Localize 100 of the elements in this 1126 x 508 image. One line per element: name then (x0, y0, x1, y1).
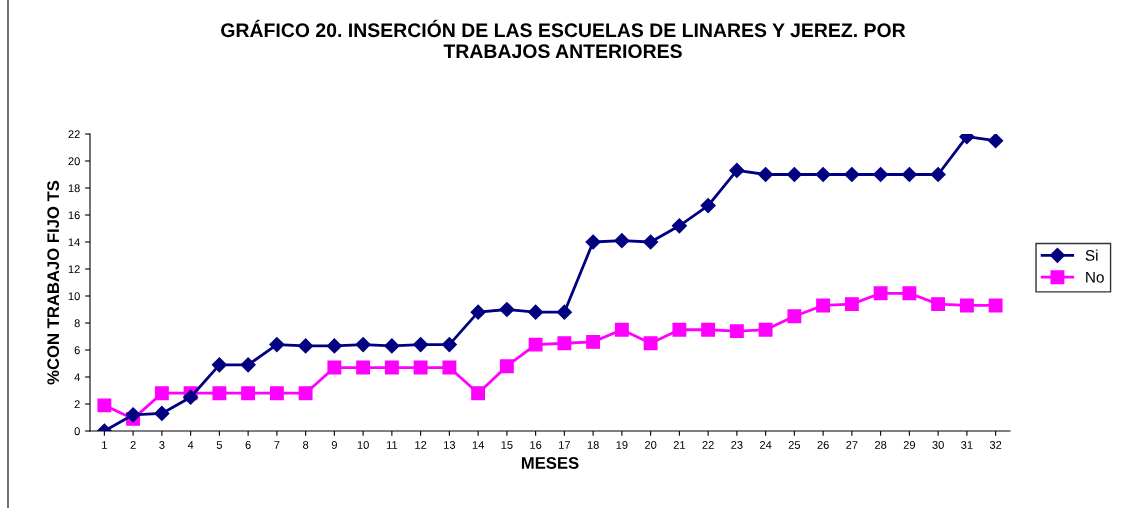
point (413, 360, 428, 375)
point (556, 304, 572, 320)
x-tick-label: 2 (130, 441, 136, 449)
x-tick-label: 6 (245, 441, 251, 449)
y-axis-title: %CON TRABAJO FIJO TS (47, 180, 60, 385)
y-tick-label: 20 (68, 157, 80, 166)
y-tick-label: 10 (68, 292, 80, 301)
x-tick-label: 24 (760, 441, 772, 449)
point (327, 360, 342, 375)
x-tick-label: 9 (331, 441, 337, 449)
point (586, 334, 601, 349)
point (441, 337, 457, 353)
x-tick-label: 20 (645, 441, 657, 449)
x-tick-label: 27 (846, 441, 858, 449)
x-tick-label: 19 (616, 441, 628, 449)
point (585, 234, 601, 250)
point (356, 360, 371, 375)
point (413, 337, 429, 353)
point (211, 357, 227, 373)
point (844, 166, 860, 183)
point (125, 407, 141, 423)
point (470, 304, 486, 320)
point (786, 166, 802, 183)
x-tick-label: 25 (788, 441, 801, 449)
point (499, 301, 515, 318)
point (758, 322, 773, 337)
y-tick-label: 2 (74, 400, 80, 409)
x-tick-label: 16 (530, 441, 542, 449)
point (729, 324, 744, 339)
point (844, 297, 859, 312)
x-tick-label: 12 (415, 441, 427, 449)
x-tick-label: 26 (817, 441, 829, 449)
point (528, 304, 544, 320)
point (212, 386, 227, 401)
point (97, 398, 112, 413)
point (873, 286, 888, 301)
point (873, 166, 889, 183)
point (471, 386, 486, 401)
point (729, 162, 745, 179)
x-tick-label: 10 (357, 441, 369, 449)
point (901, 166, 917, 183)
point (326, 338, 342, 354)
x-tick-label: 21 (673, 441, 686, 449)
y-tick-label: 8 (74, 319, 80, 328)
x-tick-label: 22 (702, 441, 714, 449)
x-tick-label: 11 (386, 441, 398, 449)
point (154, 405, 170, 422)
x-tick-label: 32 (989, 441, 1002, 449)
x-axis-title: MESES (521, 457, 579, 469)
point (269, 386, 284, 401)
y-tick-label: 22 (68, 130, 80, 139)
point (614, 322, 629, 337)
point (815, 166, 831, 183)
point (931, 297, 946, 312)
point (902, 286, 917, 301)
x-tick-label: 4 (187, 441, 194, 449)
point (298, 338, 314, 354)
y-tick-label: 16 (68, 211, 80, 220)
legend-label: Si (1085, 249, 1098, 261)
y-tick-label: 4 (74, 373, 80, 382)
point (700, 197, 716, 214)
y-tick-label: 6 (74, 346, 80, 355)
x-tick-label: 1 (102, 441, 107, 449)
x-tick-label: 7 (274, 441, 280, 449)
point (643, 336, 658, 351)
point (930, 166, 946, 183)
x-tick-label: 31 (961, 441, 973, 449)
point (154, 386, 169, 401)
point (614, 233, 630, 249)
y-tick-label: 0 (74, 427, 80, 436)
y-tick-label: 14 (68, 238, 80, 247)
point (384, 360, 399, 375)
point (183, 389, 199, 405)
point (701, 322, 716, 337)
point (298, 386, 313, 401)
point (355, 337, 371, 353)
chart-title: GRÁFICO 20. INSERCIÓN DE LAS ESCUELAS DE LINARES Y JEREZ. POR TRABAJOS ANTERIORES (221, 19, 906, 59)
y-tick-label: 12 (68, 265, 80, 274)
x-tick-label: 28 (875, 441, 887, 449)
point (643, 234, 659, 250)
point (988, 134, 1004, 149)
point (241, 386, 256, 401)
point (442, 360, 457, 375)
x-tick-label: 14 (472, 441, 484, 449)
x-tick-label: 30 (932, 441, 944, 449)
point (787, 309, 802, 324)
point (988, 298, 1003, 313)
point (672, 322, 687, 337)
point (269, 337, 285, 353)
x-tick-label: 18 (587, 441, 599, 449)
point (240, 357, 256, 373)
point (671, 218, 687, 234)
x-tick-label: 15 (501, 441, 513, 449)
x-tick-label: 29 (903, 441, 916, 449)
x-tick-label: 8 (303, 441, 309, 449)
legend-label: No (1086, 272, 1104, 283)
x-tick-label: 17 (559, 441, 570, 449)
point (499, 359, 514, 374)
point (557, 336, 572, 351)
point (384, 338, 400, 354)
